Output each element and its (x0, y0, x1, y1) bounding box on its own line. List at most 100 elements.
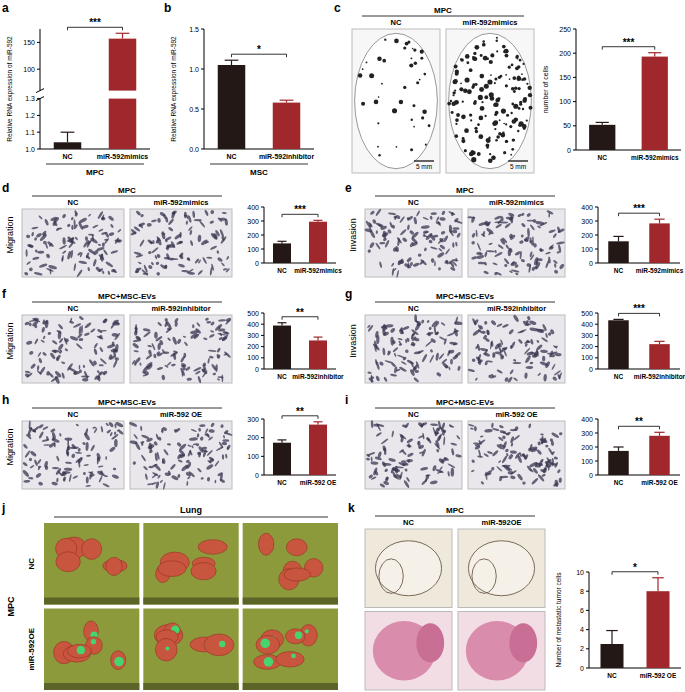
cell (223, 268, 228, 271)
colony (465, 54, 470, 59)
cell (165, 236, 172, 242)
colony (366, 61, 368, 63)
cell (99, 358, 107, 365)
cell (141, 442, 143, 446)
colony (514, 86, 518, 90)
cell (88, 471, 94, 474)
cell (520, 329, 527, 333)
cell (171, 211, 175, 215)
column-label: miR-592 OE (160, 410, 202, 419)
colony (519, 59, 522, 62)
cell (430, 423, 438, 426)
colony (498, 132, 501, 135)
cell (474, 426, 477, 431)
cell (83, 432, 91, 441)
error-cap (278, 241, 287, 242)
tick-label: 150 (23, 39, 35, 46)
ruler (44, 598, 139, 605)
cell (114, 332, 121, 340)
cell (407, 262, 409, 269)
bars (589, 53, 668, 150)
column-label: NC (68, 304, 79, 313)
metastasis (219, 641, 225, 647)
cell (369, 210, 375, 215)
colony (509, 78, 511, 80)
tick (573, 101, 576, 102)
cell (134, 362, 138, 366)
tick (261, 437, 264, 438)
bars (54, 33, 138, 149)
tick-label: 100 (247, 246, 259, 253)
category-label: miR-592mimics (294, 267, 342, 274)
cell (496, 369, 503, 374)
cell (545, 333, 548, 338)
cell (384, 360, 393, 364)
cell (166, 244, 175, 248)
colony (505, 123, 507, 125)
colony (478, 95, 483, 100)
cell (57, 343, 64, 351)
cell (148, 443, 152, 451)
error-bar (278, 241, 287, 243)
cell (553, 269, 558, 274)
colony (447, 102, 451, 106)
cell (70, 250, 74, 259)
tick (261, 249, 264, 250)
cell (196, 322, 201, 327)
colony (496, 135, 500, 139)
axes (586, 572, 681, 668)
cell (82, 442, 86, 446)
lung-lobe (191, 563, 216, 580)
image-title: MPC+MSC-EVs (98, 292, 157, 301)
cell (539, 361, 548, 367)
cell (171, 363, 176, 366)
cell (426, 331, 434, 335)
cell (156, 261, 160, 265)
cell (471, 216, 476, 223)
cell (521, 234, 524, 238)
scale-bar (508, 160, 528, 161)
cell (537, 474, 545, 483)
tick-label: 10 (576, 569, 584, 576)
cell (188, 470, 196, 478)
metastasis (295, 632, 303, 640)
cell (52, 467, 59, 469)
cell (375, 331, 379, 338)
cell (540, 439, 547, 444)
bar (309, 340, 327, 369)
cell (401, 449, 407, 455)
cell (551, 363, 556, 370)
tick (595, 313, 598, 314)
colony (503, 50, 506, 53)
bars (273, 220, 327, 263)
cell (375, 375, 380, 382)
tick-label: 300 (247, 332, 259, 339)
cell (438, 267, 441, 271)
tick-label: 500 (247, 310, 259, 317)
cell (204, 209, 209, 216)
cell (406, 338, 410, 343)
cell (77, 333, 83, 339)
cell (38, 423, 44, 429)
bar (54, 142, 82, 149)
cell (532, 467, 538, 474)
colony (521, 78, 524, 81)
cell (435, 353, 439, 361)
cell (78, 260, 87, 264)
colony (495, 139, 498, 142)
colony (511, 103, 514, 106)
cell (529, 320, 537, 326)
bar (309, 222, 327, 263)
cell (385, 476, 390, 482)
cell (51, 350, 59, 353)
cell (524, 341, 528, 344)
cell (424, 478, 427, 482)
image (458, 529, 545, 608)
colony (494, 102, 499, 107)
cell (165, 217, 169, 223)
tick (261, 369, 264, 370)
cell (552, 233, 557, 239)
tick-label: 8 (580, 588, 584, 595)
cell (414, 323, 421, 332)
cell (559, 263, 565, 270)
